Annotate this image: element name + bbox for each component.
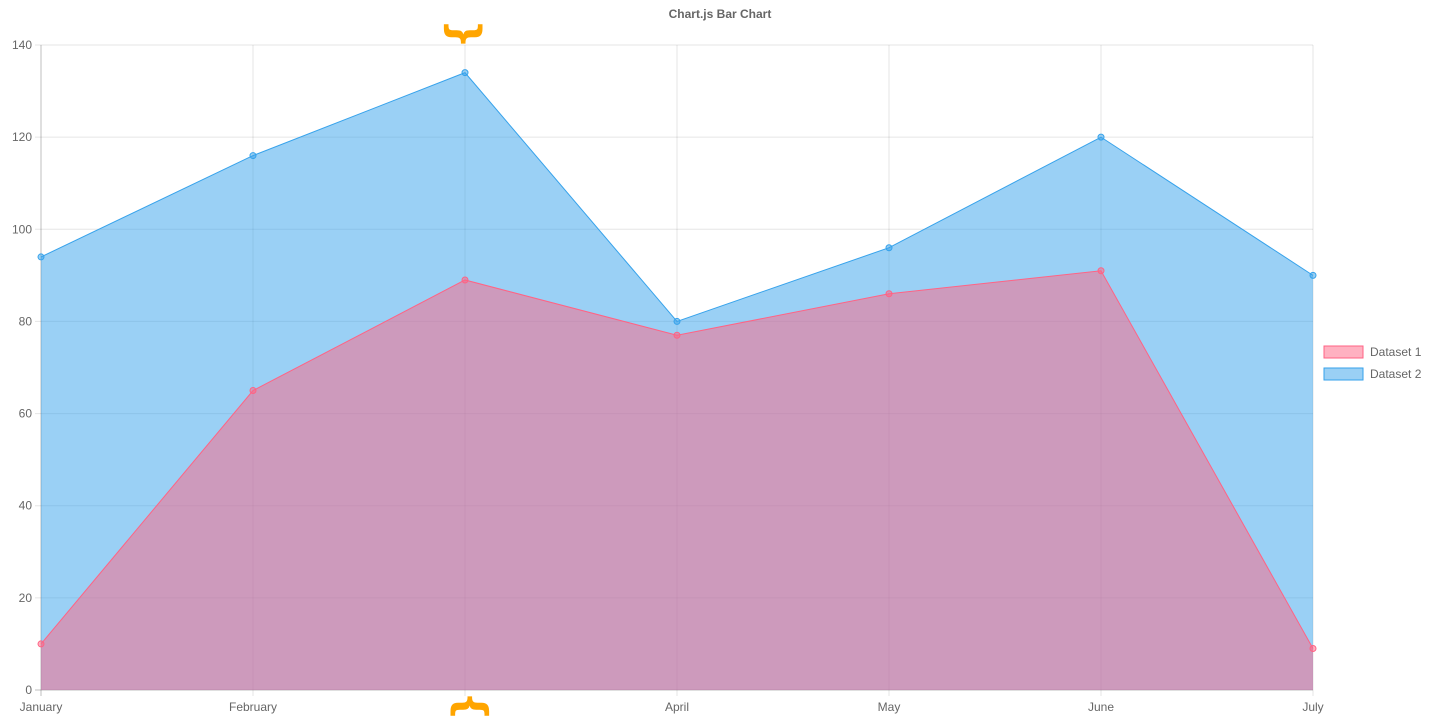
y-tick-label: 80	[19, 314, 33, 328]
data-point[interactable]	[885, 290, 893, 298]
brace-glyph: }	[444, 691, 493, 720]
data-point[interactable]	[461, 276, 469, 284]
axes: 0 20 40 60 80 100 120 140 January February April Ma…	[12, 38, 1324, 714]
legend[interactable]: Dataset 1 Dataset 2	[1323, 345, 1422, 381]
legend-swatch	[1323, 367, 1364, 381]
data-point[interactable]	[1309, 271, 1317, 279]
x-tick-label: June	[1088, 700, 1114, 714]
legend-label: Dataset 1	[1370, 345, 1422, 359]
x-tick-label: July	[1302, 700, 1323, 714]
data-point[interactable]	[1309, 645, 1317, 653]
data-point[interactable]	[461, 69, 469, 77]
y-tick-label: 20	[19, 591, 33, 605]
series-areas	[40, 72, 1314, 690]
annotation-brace-bottom: }	[444, 691, 493, 720]
x-tick-label: April	[665, 700, 689, 714]
data-point[interactable]	[673, 331, 681, 339]
x-tick-label: February	[229, 700, 277, 714]
series-points	[37, 69, 1317, 653]
brace-glyph: }	[441, 19, 490, 49]
legend-item-2[interactable]: Dataset 2	[1323, 367, 1422, 381]
chart-title: Chart.js Bar Chart	[669, 7, 772, 21]
annotation-brace-top: }	[441, 19, 490, 49]
x-tick-label: May	[878, 700, 901, 714]
data-point[interactable]	[37, 640, 45, 648]
y-tick-label: 100	[12, 222, 32, 236]
legend-swatch	[1323, 345, 1364, 359]
data-point[interactable]	[1097, 133, 1105, 141]
data-point[interactable]	[1097, 267, 1105, 275]
legend-label: Dataset 2	[1370, 367, 1422, 381]
data-point[interactable]	[249, 152, 257, 160]
y-tick-label: 60	[19, 407, 33, 421]
x-tick-label: January	[20, 700, 63, 714]
data-point[interactable]	[37, 253, 45, 261]
series-area-1	[41, 270, 1313, 690]
legend-item-1[interactable]: Dataset 1	[1323, 345, 1422, 359]
annotations: }}	[441, 19, 493, 720]
y-tick-label: 0	[25, 683, 32, 697]
y-tick-label: 120	[12, 130, 32, 144]
data-point[interactable]	[249, 387, 257, 395]
y-tick-label: 40	[19, 499, 33, 513]
data-point[interactable]	[885, 244, 893, 252]
y-tick-label: 140	[12, 38, 32, 52]
data-point[interactable]	[673, 317, 681, 325]
